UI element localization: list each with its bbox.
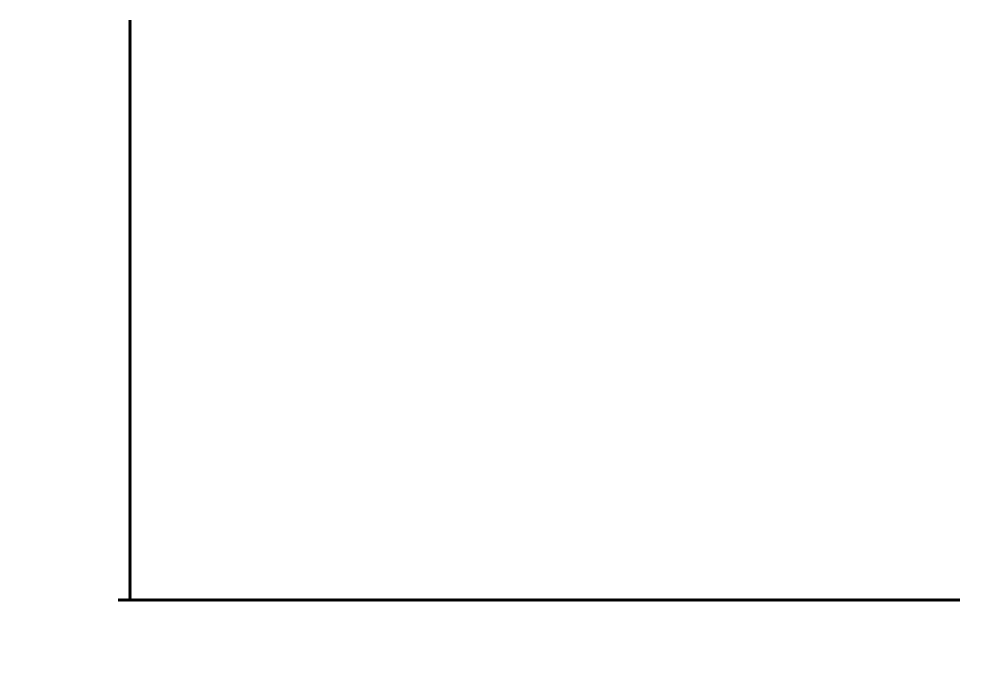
- peff-bar-chart: [0, 0, 1000, 684]
